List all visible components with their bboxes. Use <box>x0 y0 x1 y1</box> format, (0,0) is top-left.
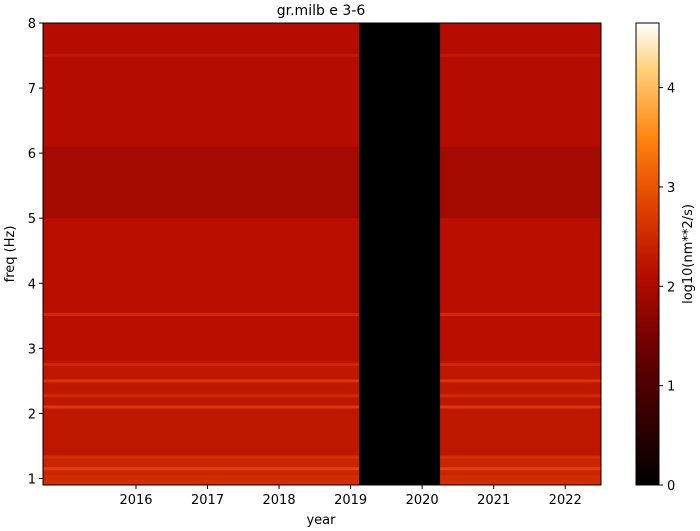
x-axis: 2016 2017 2018 2019 2020 2021 2022 <box>119 485 582 508</box>
y-tick-label-2: 3 <box>28 342 36 357</box>
spectral-line-7 <box>43 54 601 58</box>
y-axis-label: freq (Hz) <box>3 226 18 283</box>
spectral-line-6 <box>43 313 601 317</box>
plot-frame <box>42 22 602 486</box>
heatmap-band-4 <box>43 146 601 219</box>
spectral-line-5 <box>43 363 601 367</box>
heatmap-band-1 <box>43 455 601 476</box>
y-tick-label-5: 6 <box>28 147 36 162</box>
colorbar: 0 1 2 3 4 log10(nm**2/s) <box>635 22 696 494</box>
spectral-line-2 <box>43 405 601 409</box>
heatmap-band-5 <box>43 23 601 147</box>
colorbar-tick-label-0: 0 <box>667 479 675 494</box>
y-axis: 1 2 3 4 5 6 7 8 <box>28 17 43 487</box>
spectral-line-1 <box>43 455 601 459</box>
x-tick-label-0: 2016 <box>119 493 152 508</box>
spectral-line-4 <box>43 379 601 383</box>
colorbar-label: log10(nm**2/s) <box>681 204 696 304</box>
x-axis-label: year <box>306 513 336 528</box>
y-tick-label-6: 7 <box>28 82 36 97</box>
x-tick-label-3: 2019 <box>334 493 367 508</box>
heatmap-bands <box>43 23 601 485</box>
y-tick-label-7: 8 <box>28 17 36 32</box>
y-tick-label-1: 2 <box>28 407 36 422</box>
y-tick-label-3: 4 <box>28 277 36 292</box>
colorbar-tick-label-2: 2 <box>667 280 675 295</box>
colorbar-tick-label-4: 4 <box>667 82 675 97</box>
x-tick-label-2: 2018 <box>263 493 296 508</box>
plot-area <box>42 22 602 486</box>
spectral-line-3 <box>43 394 601 398</box>
x-tick-label-4: 2020 <box>406 493 439 508</box>
chart-title: gr.milb e 3-6 <box>277 3 366 19</box>
data-gap-region <box>359 23 441 485</box>
y-tick-label-0: 1 <box>28 472 36 487</box>
colorbar-tick-label-3: 3 <box>667 181 675 196</box>
y-tick-label-4: 5 <box>28 212 36 227</box>
colorbar-ticks: 0 1 2 3 4 <box>659 82 675 494</box>
colorbar-gradient <box>635 22 660 486</box>
heatmap-band-2 <box>43 361 601 456</box>
heatmap-lines <box>43 54 601 471</box>
heatmap-band-0 <box>43 475 601 485</box>
heatmap-band-3 <box>43 218 601 362</box>
x-tick-label-5: 2021 <box>477 493 510 508</box>
x-tick-label-6: 2022 <box>549 493 582 508</box>
x-tick-label-1: 2017 <box>191 493 224 508</box>
colorbar-tick-label-1: 1 <box>667 380 675 395</box>
spectral-line-0 <box>43 467 601 471</box>
